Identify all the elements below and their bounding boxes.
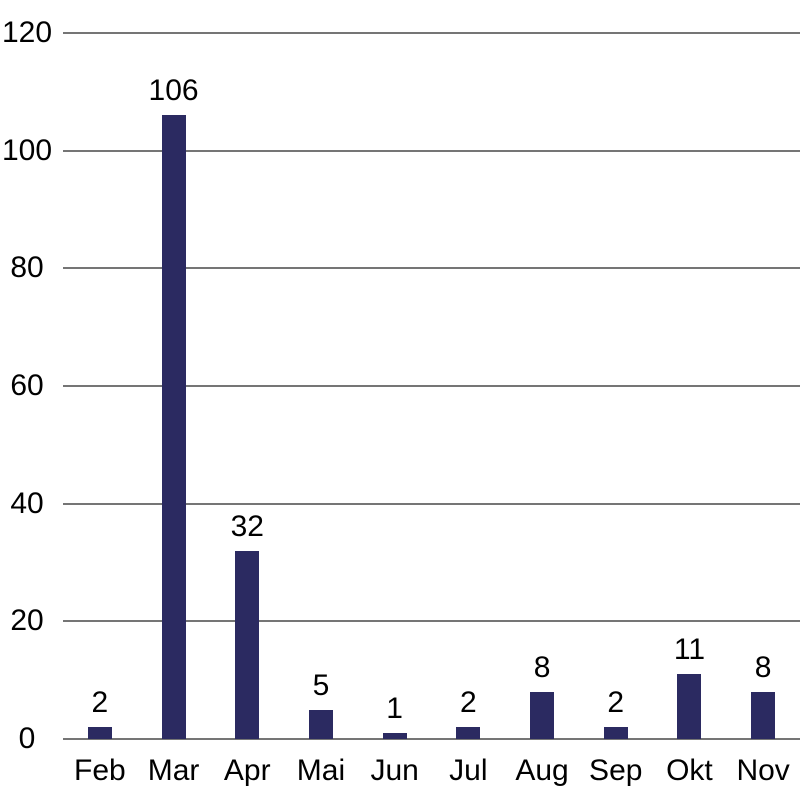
x-axis-tick-label: Mar <box>147 754 200 787</box>
y-axis-tick-label: 80 <box>10 251 44 285</box>
bar-sep <box>603 727 628 739</box>
bar-nov <box>751 691 776 739</box>
bar-value-label: 8 <box>533 650 551 684</box>
y-axis-tick-label: 0 <box>18 722 36 755</box>
x-axis-tick-label: Nov <box>736 754 790 787</box>
y-axis-tick-label: 100 <box>1 133 53 167</box>
bar-value-label: 2 <box>91 686 109 720</box>
bar-value-label: 11 <box>673 633 706 667</box>
bar-okt <box>677 674 702 739</box>
y-axis-tick-label: 20 <box>10 604 44 638</box>
gridline <box>63 32 800 34</box>
y-axis-tick-label: 120 <box>1 16 53 49</box>
bar-value-label: 32 <box>230 509 264 543</box>
bar-feb <box>87 727 112 739</box>
bar-value-label: 1 <box>386 692 403 726</box>
bar-mai <box>308 709 333 739</box>
x-axis-tick-label: Sep <box>589 754 643 787</box>
bar-value-label: 106 <box>148 74 199 108</box>
x-axis-tick-label: Aug <box>515 754 569 787</box>
bar-jun <box>382 733 407 739</box>
x-axis-tick-label: Okt <box>666 754 713 787</box>
bar-value-label: 8 <box>754 650 772 684</box>
x-axis-tick-label: Feb <box>73 754 126 787</box>
bar-apr <box>235 550 260 739</box>
bar-mar <box>161 115 186 739</box>
y-axis-tick-label: 60 <box>10 369 44 402</box>
x-axis-tick-label: Jun <box>370 754 419 787</box>
y-axis-tick-label: 40 <box>10 486 44 520</box>
bar-value-label: 2 <box>460 686 477 720</box>
bar-value-label: 2 <box>607 686 625 720</box>
x-axis-tick-label: Mai <box>296 754 346 787</box>
x-axis-tick-label: Apr <box>223 754 271 787</box>
bar-value-label: 5 <box>312 668 330 702</box>
x-axis-tick-label: Jul <box>449 754 488 787</box>
bar-aug <box>530 691 555 739</box>
bar-jul <box>456 727 481 739</box>
